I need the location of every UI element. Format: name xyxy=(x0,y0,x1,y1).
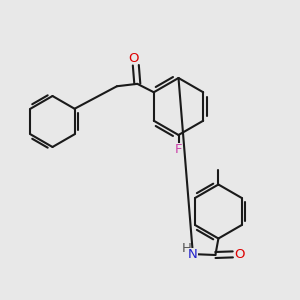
Text: O: O xyxy=(128,52,139,65)
Text: F: F xyxy=(175,143,182,156)
Text: N: N xyxy=(188,248,198,261)
Text: O: O xyxy=(234,248,245,261)
Text: H: H xyxy=(182,242,191,255)
